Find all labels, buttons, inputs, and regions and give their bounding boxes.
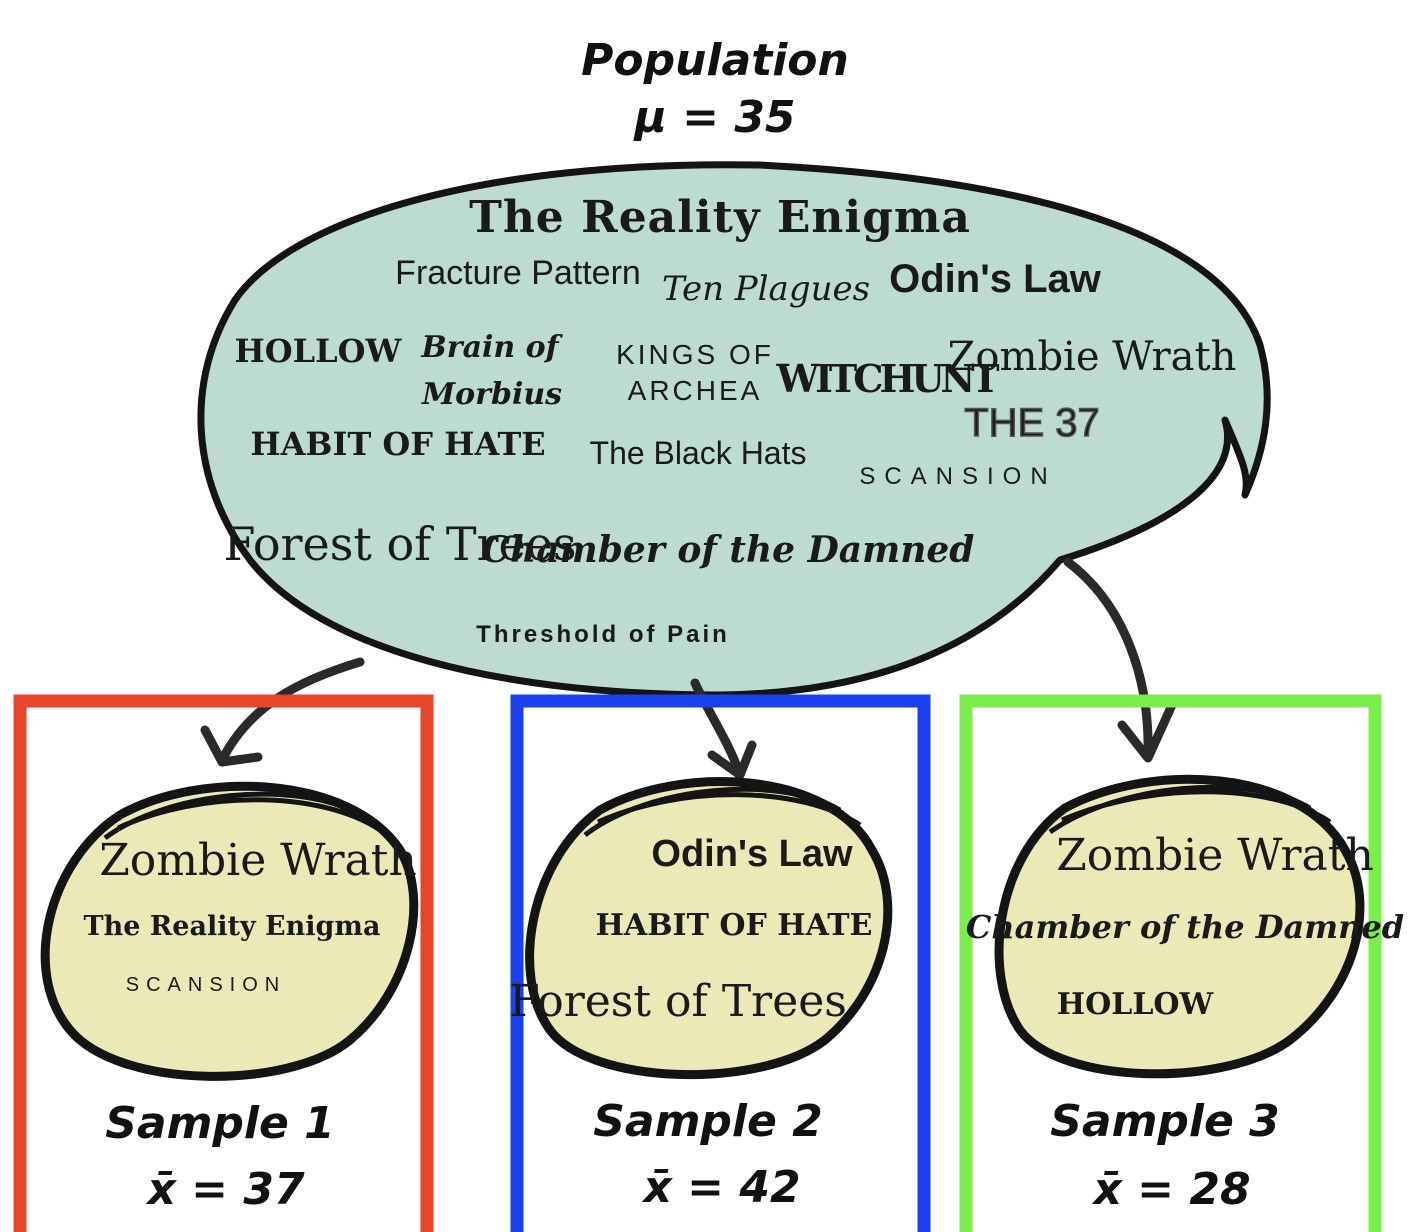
band-name: Chamber of the Damned — [482, 529, 975, 571]
sample-1-title: Sample 1 — [105, 1098, 335, 1149]
band-name: ARCHEA — [628, 375, 763, 406]
sample-1-mean: x̄ = 37 — [145, 1164, 305, 1215]
arrow-to-sample-1 — [217, 657, 365, 765]
population-mean: μ = 35 — [632, 92, 795, 143]
arrow-to-sample-3-head — [1117, 700, 1177, 763]
band-name: The Reality Enigma — [469, 192, 971, 243]
sample-3-frame — [959, 694, 1382, 1232]
band-name: KINGS OF — [616, 339, 774, 370]
arrow-to-sample-2-head — [707, 740, 757, 780]
sample-2-band-name: Odin's Law — [651, 833, 853, 875]
sample-3-group: Zombie Wrath Chamber of the Damned HOLLO… — [966, 774, 1404, 1215]
band-name: Brain of — [420, 330, 563, 365]
band-name: Threshold of Pain — [476, 621, 730, 648]
sample-1-group: Zombie Wrath The Reality Enigma SCANSION… — [40, 781, 419, 1215]
band-name: Forest of Trees — [223, 517, 576, 571]
band-name: Odin's Law — [889, 257, 1102, 301]
sample-3-band-name: Chamber of the Damned — [966, 908, 1404, 946]
band-name: Zombie Wrath — [948, 334, 1237, 380]
sample-1-band-name: Zombie Wrath — [99, 835, 417, 886]
sample-2-frame — [510, 694, 931, 1232]
band-name: Fracture Pattern — [395, 254, 641, 292]
sample-3-bubble-scribble — [1048, 784, 1332, 835]
sample-3-band-name: Zombie Wrath — [1056, 830, 1374, 881]
sample-1-band-name: The Reality Enigma — [84, 911, 381, 942]
band-name: The Black Hats — [590, 435, 807, 471]
band-name: SCANSION — [859, 463, 1056, 490]
band-name: HABIT OF HATE — [250, 425, 545, 463]
sample-2-bubble-scribble — [583, 786, 862, 837]
sample-1-band-name: SCANSION — [126, 974, 286, 996]
population-band-list: The Reality Enigma Fracture Pattern Ten … — [223, 192, 1236, 648]
band-name: THE 37 — [964, 401, 1100, 445]
sample-1-frame — [13, 694, 434, 1232]
sample-1-bubble-scribble — [103, 791, 382, 841]
sample-2-group: Odin's Law HABIT OF HATE Forest of Trees… — [509, 777, 893, 1213]
arrow-to-sample-3 — [1063, 557, 1153, 760]
population-title: Population — [581, 35, 849, 86]
arrow-to-sample-2 — [690, 678, 743, 775]
band-name: Ten Plagues — [662, 269, 870, 309]
population-bubble — [197, 161, 1271, 699]
arrow-to-sample-1-head — [200, 725, 263, 767]
sample-2-mean: x̄ = 42 — [641, 1162, 800, 1213]
band-name: Morbius — [421, 377, 562, 412]
sample-3-mean: x̄ = 28 — [1091, 1164, 1250, 1215]
sample-1-bubble — [40, 781, 419, 1081]
sample-2-band-name: Forest of Trees — [509, 976, 847, 1027]
sample-3-title: Sample 3 — [1050, 1096, 1280, 1147]
band-name: HOLLOW — [235, 332, 403, 370]
sample-2-band-name: HABIT OF HATE — [596, 908, 873, 943]
sample-3-band-name: HOLLOW — [1057, 987, 1215, 1022]
band-name-witchunt: WITCHUNT — [775, 356, 999, 401]
sample-2-title: Sample 2 — [593, 1096, 823, 1147]
